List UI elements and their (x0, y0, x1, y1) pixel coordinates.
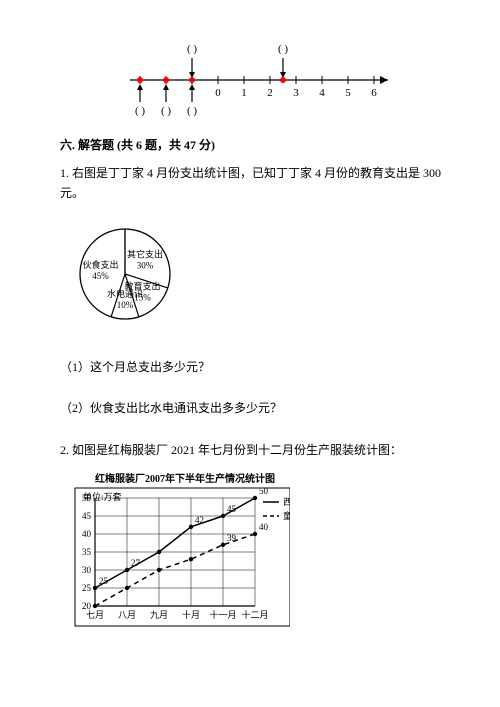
svg-text:童装: 童装 (283, 510, 290, 521)
svg-text:45%: 45% (92, 271, 109, 281)
svg-text:30: 30 (82, 565, 92, 575)
svg-text:42: 42 (195, 515, 204, 525)
svg-text:伙食支出: 伙食支出 (83, 259, 119, 270)
svg-text:27: 27 (131, 558, 141, 568)
section-6-title: 六. 解答题 (共 6 题，共 47 分) (60, 136, 450, 153)
svg-text:十一月: 十一月 (209, 609, 236, 620)
svg-text:( ): ( ) (135, 105, 145, 117)
svg-text:40: 40 (82, 529, 92, 539)
svg-text:5: 5 (345, 87, 351, 99)
svg-text:50: 50 (259, 486, 269, 496)
svg-text:七月: 七月 (86, 610, 104, 620)
svg-text:( ): ( ) (278, 43, 288, 55)
svg-text:其它支出: 其它支出 (127, 248, 163, 259)
svg-text:2: 2 (267, 87, 273, 99)
svg-text:10%: 10% (117, 300, 134, 310)
svg-text:西装: 西装 (283, 496, 290, 507)
svg-text:6: 6 (371, 87, 377, 99)
svg-text:0: 0 (215, 87, 221, 99)
svg-text:十月: 十月 (182, 609, 200, 620)
q1-stem: 1. 右图是丁丁家 4 月份支出统计图，已知丁丁家 4 月份的教育支出是 300… (60, 163, 450, 204)
svg-text:25: 25 (82, 583, 92, 593)
svg-text:3: 3 (293, 87, 299, 99)
svg-text:( ): ( ) (187, 43, 197, 55)
svg-text:九月: 九月 (150, 610, 168, 620)
svg-text:八月: 八月 (118, 610, 136, 620)
svg-text:30%: 30% (137, 260, 154, 270)
svg-text:( ): ( ) (161, 105, 171, 117)
number-line-figure: 0 1 2 3 4 5 6 ( ) ( ) ( ) ( ) ( ) (120, 30, 410, 120)
svg-text:十二月: 十二月 (241, 609, 268, 620)
svg-text:45: 45 (227, 504, 237, 514)
svg-text:水电通讯: 水电通讯 (107, 288, 143, 299)
svg-text:( ): ( ) (187, 105, 197, 117)
svg-text:40: 40 (259, 522, 269, 532)
q2-line-chart: 红梅服装厂2007年下半年生产情况统计图单位:万套20253035404550七… (60, 470, 290, 645)
q1-sub2: （2）伙食支出比水电通讯支出多多少元？ (60, 399, 450, 416)
svg-text:4: 4 (319, 87, 325, 99)
q2-stem: 2. 如图是红梅服装厂 2021 年七月份到十二月份生产服装统计图： (60, 440, 450, 460)
svg-text:45: 45 (82, 511, 92, 521)
svg-text:50: 50 (82, 493, 92, 503)
svg-text:35: 35 (82, 547, 92, 557)
q1-pie-chart: 其它支出30%教育支出15%水电通讯10%伙食支出45% (60, 214, 210, 334)
svg-text:25: 25 (99, 576, 109, 586)
svg-text:红梅服装厂2007年下半年生产情况统计图: 红梅服装厂2007年下半年生产情况统计图 (95, 472, 275, 485)
svg-text:39: 39 (227, 533, 237, 543)
q1-sub1: （1）这个月总支出多少元？ (60, 358, 450, 375)
svg-text:1: 1 (241, 87, 247, 99)
